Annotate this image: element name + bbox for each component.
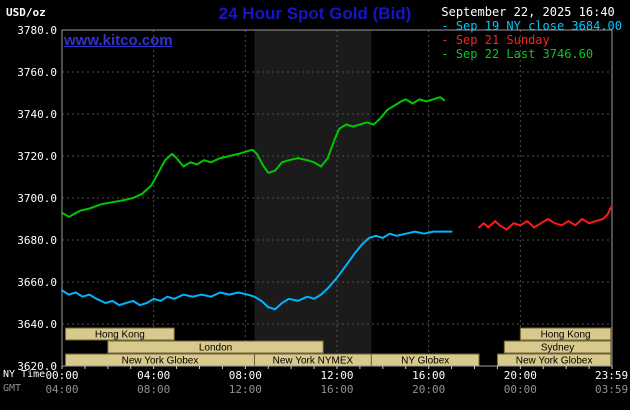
x-axis-ny-tick-label: 12:00 [320, 369, 354, 382]
session-label: New York Globex [122, 356, 199, 367]
x-axis-ny-tick-label: 16:00 [412, 369, 446, 382]
x-axis-gmt-tick-label: 03:59 [594, 383, 629, 396]
x-axis-ny-tick-label: 20:00 [503, 369, 537, 382]
datetime-label: September 22, 2025 16:40 [441, 5, 615, 19]
legend-label: Sep 19 NY close 3684.00 [455, 19, 622, 33]
legend-label: Sep 22 Last 3746.60 [455, 47, 594, 61]
legend-item: - Sep 22 Last 3746.60 [441, 47, 622, 61]
session-label: NY Globex [401, 356, 449, 367]
x-axis-gmt-tick-label: 16:00 [320, 383, 354, 396]
session-label: Hong Kong [95, 330, 145, 341]
session-box [64, 327, 175, 341]
x-axis-ny-tick-label: 08:00 [228, 369, 262, 382]
y-axis-tick-label: 3720.0 [17, 150, 57, 163]
legend-dash-icon: - [441, 19, 456, 33]
legend-item: - Sep 19 NY close 3684.00 [441, 19, 622, 33]
legend-dash-icon: - [441, 33, 456, 47]
session-label: Sydney [541, 343, 574, 354]
y-axis-tick-label: 3640.0 [17, 318, 57, 331]
legend-dash-icon: - [441, 47, 456, 61]
x-axis-ny-tick-label: 04:00 [137, 369, 171, 382]
y-axis-tick-label: 3760.0 [17, 66, 57, 79]
series-line-sep-22-last [61, 96, 445, 218]
y-axis-tick-label: 3620.0 [17, 360, 57, 373]
legend-label: Sep 21 Sunday [455, 33, 550, 47]
x-axis-gmt-tick-label: 04:00 [45, 383, 79, 396]
series-line-sep-19-ny-close [61, 230, 453, 311]
session-label: Hong Kong [541, 330, 591, 341]
chart-title: 24 Hour Spot Gold (Bid) [218, 4, 412, 23]
y-axis-tick-label: 3740.0 [17, 108, 57, 121]
x-axis-ny-tick-label: 00:00 [45, 369, 79, 382]
session-box [503, 340, 612, 354]
gmt-axis-label: GMT [3, 383, 22, 394]
legend-item: - Sep 21 Sunday [441, 33, 622, 47]
session-label: New York NYMEX [273, 356, 354, 367]
series-line-sep-21-sunday [478, 205, 613, 231]
x-axis-gmt-tick-label: 00:00 [503, 383, 537, 396]
legend: September 22, 2025 16:40 - Sep 19 NY clo… [441, 5, 622, 61]
x-axis-gmt-tick-label: 08:00 [137, 383, 171, 396]
kitco-watermark-link[interactable]: www.kitco.com [64, 32, 173, 49]
y-axis-tick-label: 3700.0 [17, 192, 57, 205]
session-label: London [199, 343, 232, 354]
y-axis-tick-label: 3680.0 [17, 234, 57, 247]
y-axis-tick-label: 3660.0 [17, 276, 57, 289]
x-axis-gmt-tick-label: 20:00 [412, 383, 446, 396]
y-axis-tick-label: 3780.0 [17, 24, 57, 37]
x-axis-gmt-tick-label: 12:00 [228, 383, 262, 396]
y-axis-unit-label: USD/oz [6, 6, 46, 19]
ny-time-axis-label: NY Time [3, 369, 46, 380]
x-axis-ny-tick-label: 23:59 [594, 369, 629, 382]
session-label: New York Globex [516, 356, 593, 367]
session-box [519, 327, 612, 341]
session-box [107, 340, 324, 354]
